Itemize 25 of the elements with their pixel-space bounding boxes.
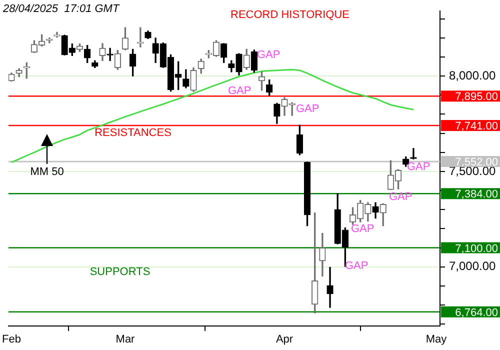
- annotation: RECORD HISTORIQUE: [230, 9, 350, 22]
- annotation: SUPPORTS: [90, 266, 150, 278]
- ref-line-label: 7,384.00: [455, 188, 498, 201]
- annotation: 28/04/2025 17:01 GMT: [2, 3, 120, 16]
- annotation: GAP: [257, 49, 280, 62]
- x-tick-label: Mar: [116, 334, 136, 346]
- x-tick-label: May: [426, 334, 448, 346]
- ref-line-label: 7,741.00: [455, 120, 498, 133]
- annotation: GAP: [345, 260, 368, 272]
- annotation: GAP: [351, 223, 374, 236]
- annotation: MM 50: [30, 166, 64, 178]
- annotation: GAP: [389, 191, 412, 204]
- x-tick-label: Apr: [276, 334, 294, 346]
- annotation: GAP: [228, 85, 252, 98]
- ref-line-label: 7,100.00: [455, 242, 498, 255]
- candlestick: [410, 148, 417, 160]
- annotation: GAP: [296, 103, 320, 116]
- x-tick-label: Feb: [2, 334, 21, 346]
- annotation: GAP: [407, 161, 430, 174]
- ref-line-label: 6,764.00: [455, 306, 498, 319]
- y-tick-label: 7,000.00: [449, 259, 496, 274]
- y-tick-label: 8,000.00: [449, 68, 496, 82]
- candlestick: [326, 266, 334, 308]
- ref-line-label: 7,895.00: [455, 91, 498, 104]
- annotation: RESISTANCES: [94, 127, 172, 140]
